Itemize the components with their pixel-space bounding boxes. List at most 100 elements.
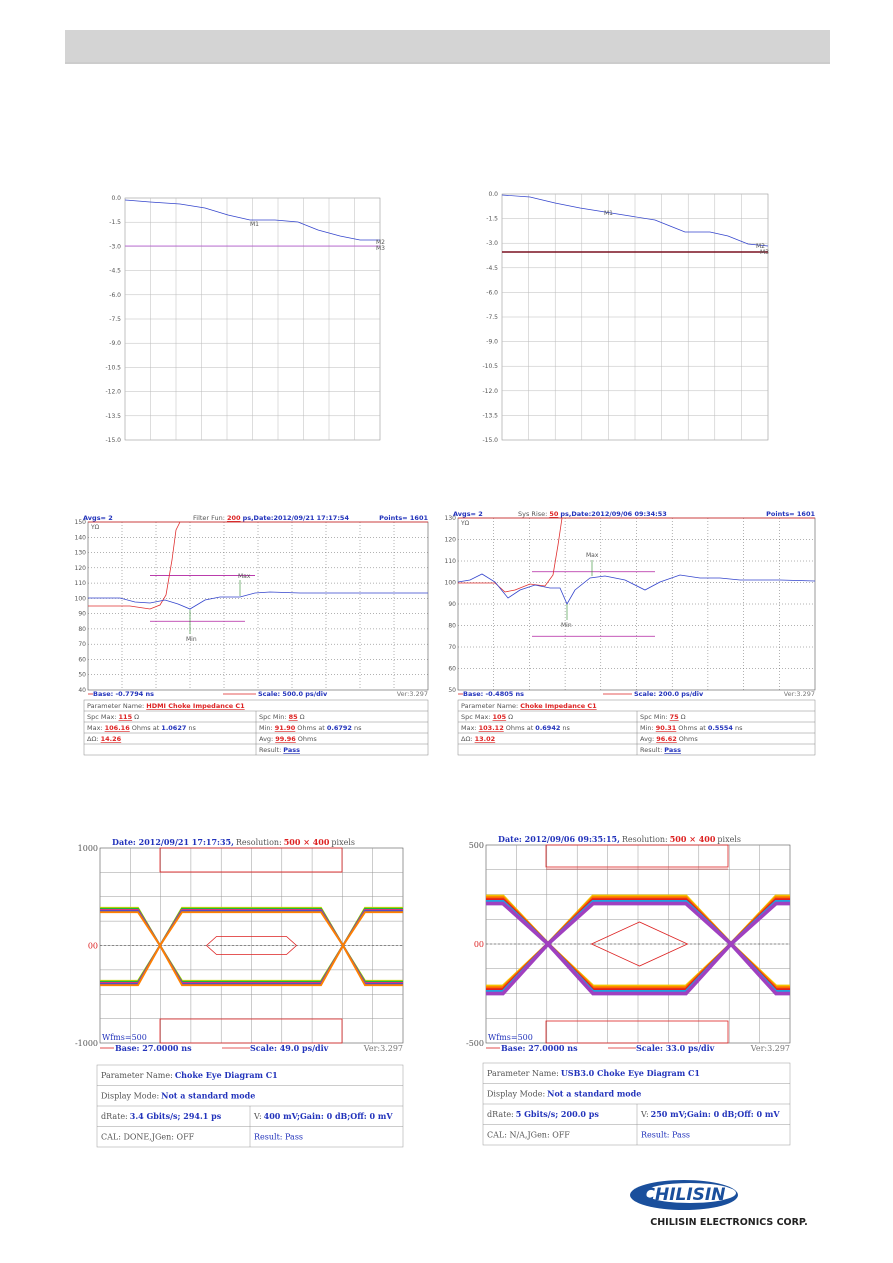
date-line: Filter Fun: 200 ps,Date:2012/09/21 17:17:5…: [193, 514, 349, 522]
text-part: 13.02: [475, 735, 496, 743]
text-part: Result: Pass: [641, 1131, 690, 1140]
text-part: Scale: 49.0 ps/div: [250, 1043, 329, 1053]
y-tick-label: 110: [75, 580, 87, 587]
text-part: Max:: [87, 724, 103, 732]
text-part: Choke Impedance C1: [520, 702, 597, 710]
delta: ΔΩ: 13.02: [461, 735, 495, 743]
text-part: 200: [227, 514, 241, 522]
logo-swoosh-inner: [644, 1183, 736, 1203]
spc-min: Spc Min: 85 Ω: [259, 713, 305, 721]
y-tick-label: 50: [78, 672, 86, 679]
points: Points= 1601: [379, 514, 428, 522]
text-part: Scale: 500.0 ps/div: [258, 690, 328, 698]
text-part: Not a standard mode: [547, 1089, 641, 1099]
eye-mask: [205, 936, 298, 955]
avg: Avg: 99.96 Ohms: [259, 735, 317, 743]
text-part: HDMI Choke Impedance C1: [146, 702, 245, 710]
text-part: Ω: [508, 713, 513, 721]
text-part: Base: 27.0000 ns: [115, 1043, 192, 1053]
text-part: 90.31: [656, 724, 677, 732]
text-part: Display Mode:: [101, 1092, 159, 1101]
y-tick-label: 0.0: [488, 191, 498, 198]
text-part: ns: [354, 724, 362, 732]
y-tick-label: 140: [75, 534, 87, 541]
text-part: 99.96: [275, 735, 296, 743]
text-part: 3.4 Gbits/s; 294.1 ps: [130, 1111, 222, 1121]
text-part: Scale: 33.0 ps/div: [636, 1043, 715, 1053]
drate: dRate: 3.4 Gbits/s; 294.1 ps: [101, 1111, 222, 1121]
spc-min: Spc Min: 75 Ω: [640, 713, 686, 721]
y-tick-label: -3.0: [486, 240, 498, 247]
text-part: USB3.0 Choke Eye Diagram C1: [561, 1068, 700, 1078]
y-tick-label: 40: [78, 687, 86, 694]
scale: Scale: 49.0 ps/div: [250, 1043, 329, 1053]
marker-label: M3: [760, 249, 769, 256]
points: Points= 1601: [766, 510, 815, 518]
text-part: Ohms at: [132, 724, 160, 732]
y-tick-label: -7.5: [486, 314, 498, 321]
text-part: Min:: [259, 724, 273, 732]
text-part: 96.62: [656, 735, 677, 743]
y-tick-label: 80: [78, 626, 86, 633]
mask-bottom: [159, 1018, 343, 1044]
max-label: Max: [586, 552, 599, 559]
y-tick-label: -10.5: [105, 364, 121, 371]
text-part: Base: -0.7794 ns: [93, 690, 154, 698]
text-part: Spc Min:: [640, 713, 668, 721]
y-tick-label: 100: [75, 595, 87, 602]
y-tick-label: -6.0: [109, 292, 121, 299]
version: Ver:3.297: [363, 1044, 403, 1053]
avgs: Avgs= 2: [83, 514, 113, 522]
logo-brand: CHILISIN: [643, 1185, 726, 1205]
drate: dRate: 5 Gbits/s; 200.0 ps: [487, 1109, 599, 1119]
unit-label: YΩ: [460, 520, 470, 527]
text-part: ΔΩ:: [87, 735, 99, 743]
text-part: Resolution:: [236, 838, 282, 847]
text-part: Parameter Name:: [87, 702, 144, 710]
text-part: Result:: [640, 746, 662, 754]
y-tick-label: 120: [445, 537, 457, 544]
min-label: Min: [561, 622, 572, 629]
version: Ver:3.297: [784, 690, 815, 698]
cal: CAL: DONE,JGen: OFF: [101, 1133, 195, 1142]
text-part: Choke Eye Diagram C1: [175, 1070, 278, 1080]
y-bot: -500: [466, 1039, 484, 1048]
eye-trace: [100, 911, 403, 987]
y-tick-label: 60: [78, 656, 86, 663]
eye-mask: [590, 921, 689, 967]
marker-label: M2: [756, 243, 765, 250]
y-top: 500: [469, 841, 484, 850]
text-part: ns: [562, 724, 570, 732]
trace: [457, 573, 816, 605]
text-part: ns: [188, 724, 196, 732]
y-tick-label: -6.0: [486, 289, 498, 296]
text-part: 0.6792: [327, 724, 352, 732]
text-part: Parameter Name:: [461, 702, 518, 710]
text-part: Ver:3.297: [397, 690, 428, 698]
tdr-chart: 130 120 110 100 90 80 70 60 50 YΩ Avgs= 2 Sys Rise:…: [445, 510, 816, 756]
text-part: Pass: [664, 746, 681, 754]
text-part: Ω: [134, 713, 139, 721]
result: Result: Pass: [254, 1133, 303, 1142]
logo-company: CHILISIN ELECTRONICS CORP.: [650, 1217, 808, 1228]
result: Result: Pass: [259, 746, 300, 754]
y-tick-label: 100: [445, 580, 457, 587]
y-tick-label: 130: [445, 515, 457, 522]
marker-label: M3: [376, 245, 385, 252]
text-part: 14.26: [101, 735, 122, 743]
text-part: 250 mV;Gain: 0 dB;Off: 0 mV: [651, 1109, 781, 1119]
text-part: dRate:: [487, 1110, 514, 1119]
text-part: Resolution:: [622, 835, 668, 844]
text-part: Max:: [461, 724, 477, 732]
eye-chart: 500 00 -500 Date: 2012/09/06 09:35:15, Resol…: [466, 834, 791, 1146]
text-part: Avgs= 2: [453, 510, 483, 518]
spc-max: Spc Max: 115 Ω: [87, 713, 139, 721]
param: Parameter Name: Choke Eye Diagram C1: [101, 1070, 278, 1080]
eye-trace: [486, 901, 790, 996]
param: Parameter Name: HDMI Choke Impedance C1: [87, 702, 245, 710]
y-tick-label: -12.0: [482, 388, 498, 395]
text-part: Ohms: [679, 735, 699, 743]
result: Result: Pass: [640, 746, 681, 754]
